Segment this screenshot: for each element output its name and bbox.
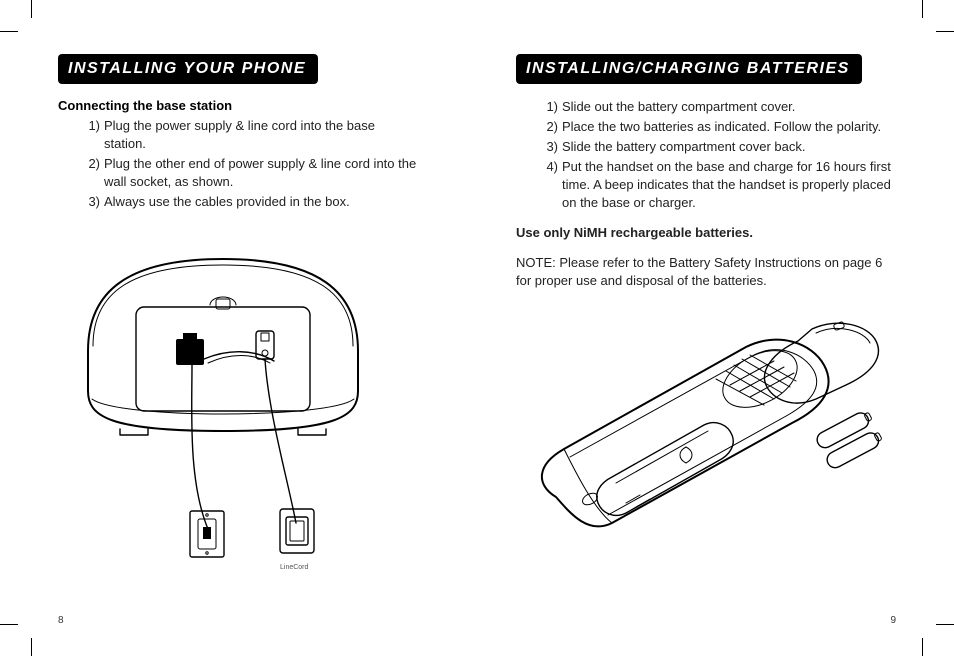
section-header-install-phone: INSTALLING YOUR PHONE bbox=[58, 54, 318, 84]
section-header-batteries: INSTALLING/CHARGING BATTERIES bbox=[516, 54, 862, 84]
illustration-handset bbox=[516, 307, 896, 562]
page-number-left: 8 bbox=[58, 615, 64, 626]
page-left: INSTALLING YOUR PHONE Connecting the bas… bbox=[0, 0, 468, 656]
step: 4)Put the handset on the base and charge… bbox=[562, 158, 896, 212]
step-text: Slide the battery compartment cover back… bbox=[562, 139, 806, 154]
illus-caption: LineCord bbox=[280, 564, 309, 571]
illustration-base-station: LineCord bbox=[58, 241, 420, 576]
steps-left: 1)Plug the power supply & line cord into… bbox=[58, 117, 420, 211]
page-right: INSTALLING/CHARGING BATTERIES 1)Slide ou… bbox=[468, 0, 954, 656]
note-text: NOTE: Please refer to the Battery Safety… bbox=[516, 254, 896, 290]
step-text: Put the handset on the base and charge f… bbox=[562, 159, 891, 210]
page-spread: INSTALLING YOUR PHONE Connecting the bas… bbox=[0, 0, 954, 656]
page-number-right: 9 bbox=[890, 615, 896, 626]
step: 2)Plug the other end of power supply & l… bbox=[104, 155, 420, 191]
step: 3)Slide the battery compartment cover ba… bbox=[562, 138, 896, 156]
step: 3)Always use the cables provided in the … bbox=[104, 193, 420, 211]
step-text: Always use the cables provided in the bo… bbox=[104, 194, 350, 209]
step: 1)Slide out the battery compartment cove… bbox=[562, 98, 896, 116]
step-text: Plug the other end of power supply & lin… bbox=[104, 156, 416, 189]
steps-right: 1)Slide out the battery compartment cove… bbox=[516, 98, 896, 212]
step-text: Place the two batteries as indicated. Fo… bbox=[562, 119, 881, 134]
subhead-nimh: Use only NiMH rechargeable batteries. bbox=[516, 224, 896, 242]
step: 2)Place the two batteries as indicated. … bbox=[562, 118, 896, 136]
step-text: Plug the power supply & line cord into t… bbox=[104, 118, 375, 151]
step: 1)Plug the power supply & line cord into… bbox=[104, 117, 420, 153]
step-text: Slide out the battery compartment cover. bbox=[562, 99, 795, 114]
subhead-connecting: Connecting the base station bbox=[58, 98, 420, 113]
